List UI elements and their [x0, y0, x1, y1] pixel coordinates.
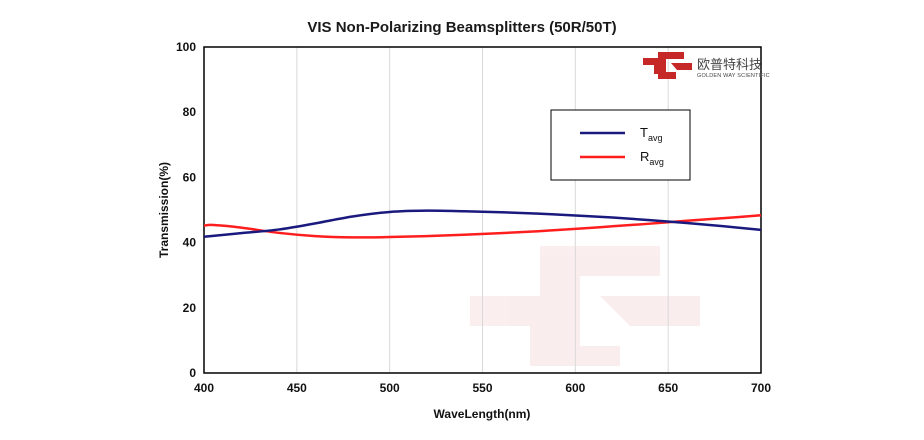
- y-tick-label: 0: [189, 366, 196, 380]
- legend-box: [550, 109, 691, 181]
- company-logo: 欧普特科技 GOLDEN WAY SCIENTIFIC: [643, 52, 770, 79]
- axis-ticks: 400 450 500 550 600 650 700 0 20 40 60 80 100: [176, 40, 771, 395]
- y-tick-label: 100: [176, 40, 196, 54]
- x-tick-label: 450: [287, 381, 307, 395]
- x-tick-label: 600: [565, 381, 585, 395]
- legend-label-ravg: Ravg: [640, 149, 664, 167]
- y-tick-label: 40: [183, 236, 197, 250]
- x-axis-label: WaveLength(nm): [434, 407, 531, 421]
- series-layer: [203, 209, 762, 239]
- logo-name-cn: 欧普特科技: [697, 57, 762, 72]
- legend-label-tavg-main: T: [640, 125, 648, 140]
- plot-frame: [203, 46, 762, 374]
- x-tick-label: 650: [658, 381, 678, 395]
- legend-label-ravg-sub: avg: [649, 157, 664, 167]
- y-tick-label: 80: [183, 105, 197, 119]
- y-axis-label: Transmission(%): [157, 162, 171, 258]
- logo-mark-icon: [643, 52, 692, 79]
- x-tick-label: 400: [194, 381, 214, 395]
- series-line-tavg: [203, 209, 762, 238]
- legend-label-tavg-sub: avg: [648, 133, 663, 143]
- grid: [296, 47, 669, 373]
- chart-title: VIS Non-Polarizing Beamsplitters (50R/50…: [307, 19, 616, 36]
- watermark: [470, 246, 700, 366]
- x-tick-label: 700: [751, 381, 771, 395]
- logo-name-en: GOLDEN WAY SCIENTIFIC: [697, 73, 770, 79]
- legend: Tavg Ravg: [550, 109, 691, 181]
- legend-label-tavg: Tavg: [640, 125, 662, 143]
- x-tick-label: 500: [380, 381, 400, 395]
- y-tick-label: 60: [183, 170, 197, 184]
- x-tick-label: 550: [472, 381, 492, 395]
- y-tick-label: 20: [183, 301, 197, 315]
- legend-label-ravg-main: R: [640, 149, 649, 164]
